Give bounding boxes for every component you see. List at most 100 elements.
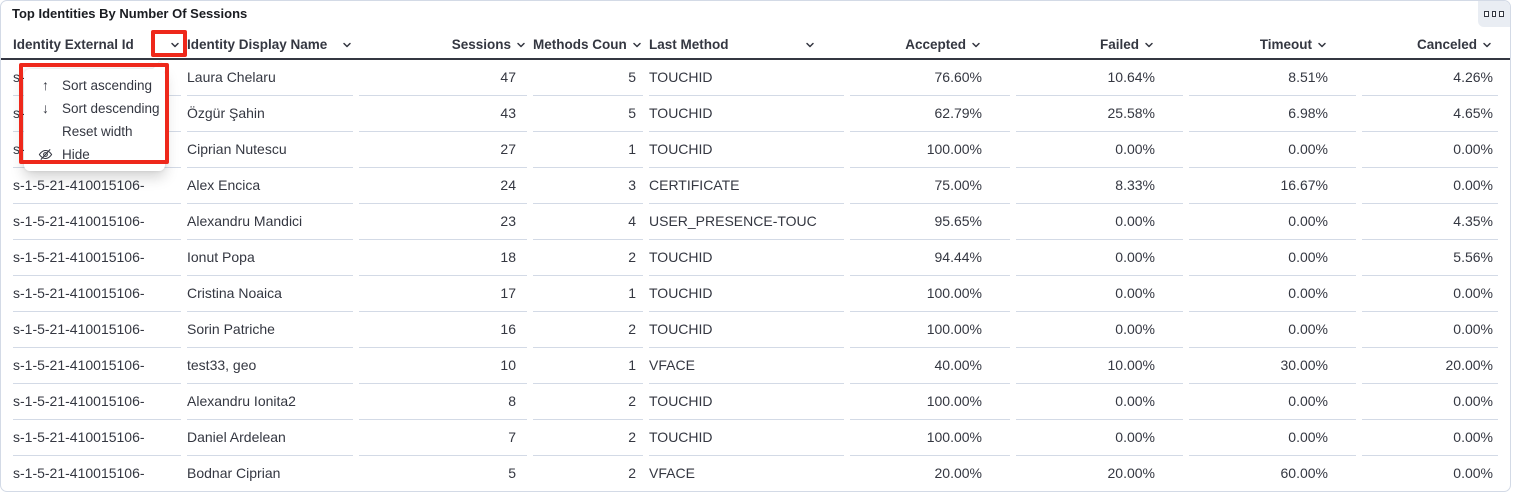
table-row: s-1-5-21-410015106- Daniel Ardelean 7 2 TOUC…	[1, 420, 1510, 456]
cell-failed: 25.58%	[1016, 96, 1183, 132]
column-header-identity-display-name[interactable]: Identity Display Name	[187, 31, 353, 58]
chevron-down-icon[interactable]	[1481, 39, 1493, 51]
arrow-up-icon: ↑	[42, 77, 49, 93]
arrow-down-icon: ↓	[42, 100, 49, 116]
cell-accepted: 94.44%	[850, 240, 1010, 276]
cell-sessions: 18	[359, 240, 527, 276]
column-header-last-method[interactable]: Last Method	[649, 31, 844, 58]
cell-last-method: VFACE	[649, 456, 844, 491]
cell-identity-display-name: Bodnar Ciprian	[187, 456, 353, 491]
cell-identity-display-name: Alexandru Mandici	[187, 204, 353, 240]
chevron-down-icon[interactable]	[1316, 39, 1328, 51]
cell-failed: 0.00%	[1016, 204, 1183, 240]
eye-closed-icon	[37, 146, 54, 163]
cell-timeout: 0.00%	[1189, 240, 1356, 276]
cell-identity-external-id: s-1-5-21-410015106-	[13, 312, 181, 348]
table-row: s-1-5-21-410015106- Alexandru Mandici 23 4 U…	[1, 204, 1510, 240]
cell-failed: 8.33%	[1016, 168, 1183, 204]
cell-last-method: USER_PRESENCE-TOUC	[649, 204, 844, 240]
table-row: s-1-5-21-410015106-Özgür Şahin435TOUCHID…	[1, 96, 1510, 132]
cell-identity-display-name: Sorin Patriche	[187, 312, 353, 348]
cell-failed: 0.00%	[1016, 240, 1183, 276]
cell-sessions: 23	[359, 204, 527, 240]
column-header-canceled[interactable]: Canceled	[1362, 31, 1498, 58]
menu-item-reset-width[interactable]: Reset width	[24, 120, 165, 143]
cell-identity-external-id: s-1-5-21-410015106-	[13, 348, 181, 384]
cell-timeout: 0.00%	[1189, 132, 1356, 168]
panel-options-button[interactable]	[1478, 1, 1510, 27]
cell-canceled: 0.00%	[1362, 420, 1498, 456]
cell-methods-count: 3	[533, 168, 643, 204]
menu-item-label: Sort descending	[62, 101, 160, 116]
column-header-label: Accepted	[905, 37, 966, 52]
column-header-label: Methods Count	[533, 37, 627, 52]
chevron-down-icon[interactable]	[804, 39, 816, 51]
table-row: s-1-5-21-410015106- Alexandru Ionita2 8 2 TO…	[1, 384, 1510, 420]
cell-last-method: TOUCHID	[649, 96, 844, 132]
cell-identity-display-name: Alexandru Ionita2	[187, 384, 353, 420]
cell-last-method: TOUCHID	[649, 60, 844, 96]
cell-canceled: 5.56%	[1362, 240, 1498, 276]
cell-identity-external-id: s-1-5-21-410015106-	[13, 276, 181, 312]
datagrid-body: s-1-5-21-410015106-Laura Chelaru475TOUCH…	[1, 60, 1510, 491]
cell-timeout: 16.67%	[1189, 168, 1356, 204]
column-header-timeout[interactable]: Timeout	[1189, 31, 1356, 58]
cell-methods-count: 5	[533, 60, 643, 96]
chevron-down-icon[interactable]	[341, 39, 353, 51]
cell-identity-external-id: s-1-5-21-410015106-	[13, 168, 181, 204]
table-row: s-1-5-21-410015106-Laura Chelaru475TOUCH…	[1, 60, 1510, 96]
cell-accepted: 100.00%	[850, 384, 1010, 420]
chevron-down-icon[interactable]	[515, 39, 527, 51]
column-header-label: Timeout	[1259, 37, 1312, 52]
cell-methods-count: 1	[533, 276, 643, 312]
cell-last-method: CERTIFICATE	[649, 168, 844, 204]
column-header-failed[interactable]: Failed	[1016, 31, 1183, 58]
table-row: s-1-5-21-410015106- Alex Encica 24 3 CERTIFI…	[1, 168, 1510, 204]
cell-sessions: 47	[359, 60, 527, 96]
cell-last-method: TOUCHID	[649, 312, 844, 348]
cell-identity-external-id: s-1-5-21-410015106-	[13, 240, 181, 276]
cell-timeout: 60.00%	[1189, 456, 1356, 491]
cell-failed: 0.00%	[1016, 276, 1183, 312]
cell-identity-display-name: Özgür Şahin	[187, 96, 353, 132]
column-header-accepted[interactable]: Accepted	[850, 31, 1010, 58]
column-header-sessions[interactable]: Sessions	[359, 31, 527, 58]
cell-accepted: 100.00%	[850, 312, 1010, 348]
cell-methods-count: 2	[533, 240, 643, 276]
menu-item-sort-descending[interactable]: ↓ Sort descending	[24, 97, 165, 120]
chevron-down-icon[interactable]	[169, 39, 181, 51]
cell-canceled: 4.26%	[1362, 60, 1498, 96]
column-header-identity-external-id[interactable]: Identity External Id	[13, 31, 181, 58]
cell-last-method: TOUCHID	[649, 276, 844, 312]
cell-identity-display-name: Ciprian Nutescu	[187, 132, 353, 168]
table-row: s-1-5-21-410015106-Ciprian Nutescu271TOU…	[1, 132, 1510, 168]
cell-sessions: 27	[359, 132, 527, 168]
cell-failed: 0.00%	[1016, 132, 1183, 168]
cell-canceled: 4.35%	[1362, 204, 1498, 240]
cell-sessions: 24	[359, 168, 527, 204]
menu-item-hide[interactable]: Hide	[24, 143, 165, 166]
column-header-label: Identity Display Name	[187, 37, 328, 52]
boxes-horizontal-icon	[1484, 11, 1489, 17]
column-actions-menu: ↑ Sort ascending ↓ Sort descending Reset wid…	[24, 61, 168, 171]
icon-placeholder	[37, 123, 54, 140]
menu-item-sort-ascending[interactable]: ↑ Sort ascending	[24, 74, 165, 97]
column-header-methods-count[interactable]: Methods Count	[533, 31, 643, 58]
column-header-label: Identity External Id	[13, 37, 134, 52]
cell-identity-display-name: Ionut Popa	[187, 240, 353, 276]
cell-accepted: 75.00%	[850, 168, 1010, 204]
cell-accepted: 76.60%	[850, 60, 1010, 96]
chevron-down-icon[interactable]	[1143, 39, 1155, 51]
menu-item-label: Reset width	[62, 124, 133, 139]
cell-identity-external-id: s-1-5-21-410015106-	[13, 384, 181, 420]
cell-sessions: 17	[359, 276, 527, 312]
boxes-horizontal-icon	[1499, 11, 1505, 17]
cell-accepted: 62.79%	[850, 96, 1010, 132]
cell-failed: 0.00%	[1016, 312, 1183, 348]
chevron-down-icon[interactable]	[631, 39, 643, 51]
chevron-down-icon[interactable]	[970, 39, 982, 51]
cell-timeout: 0.00%	[1189, 420, 1356, 456]
cell-timeout: 6.98%	[1189, 96, 1356, 132]
table-row: s-1-5-21-410015106- Cristina Noaica 17 1 TOU…	[1, 276, 1510, 312]
cell-sessions: 8	[359, 384, 527, 420]
